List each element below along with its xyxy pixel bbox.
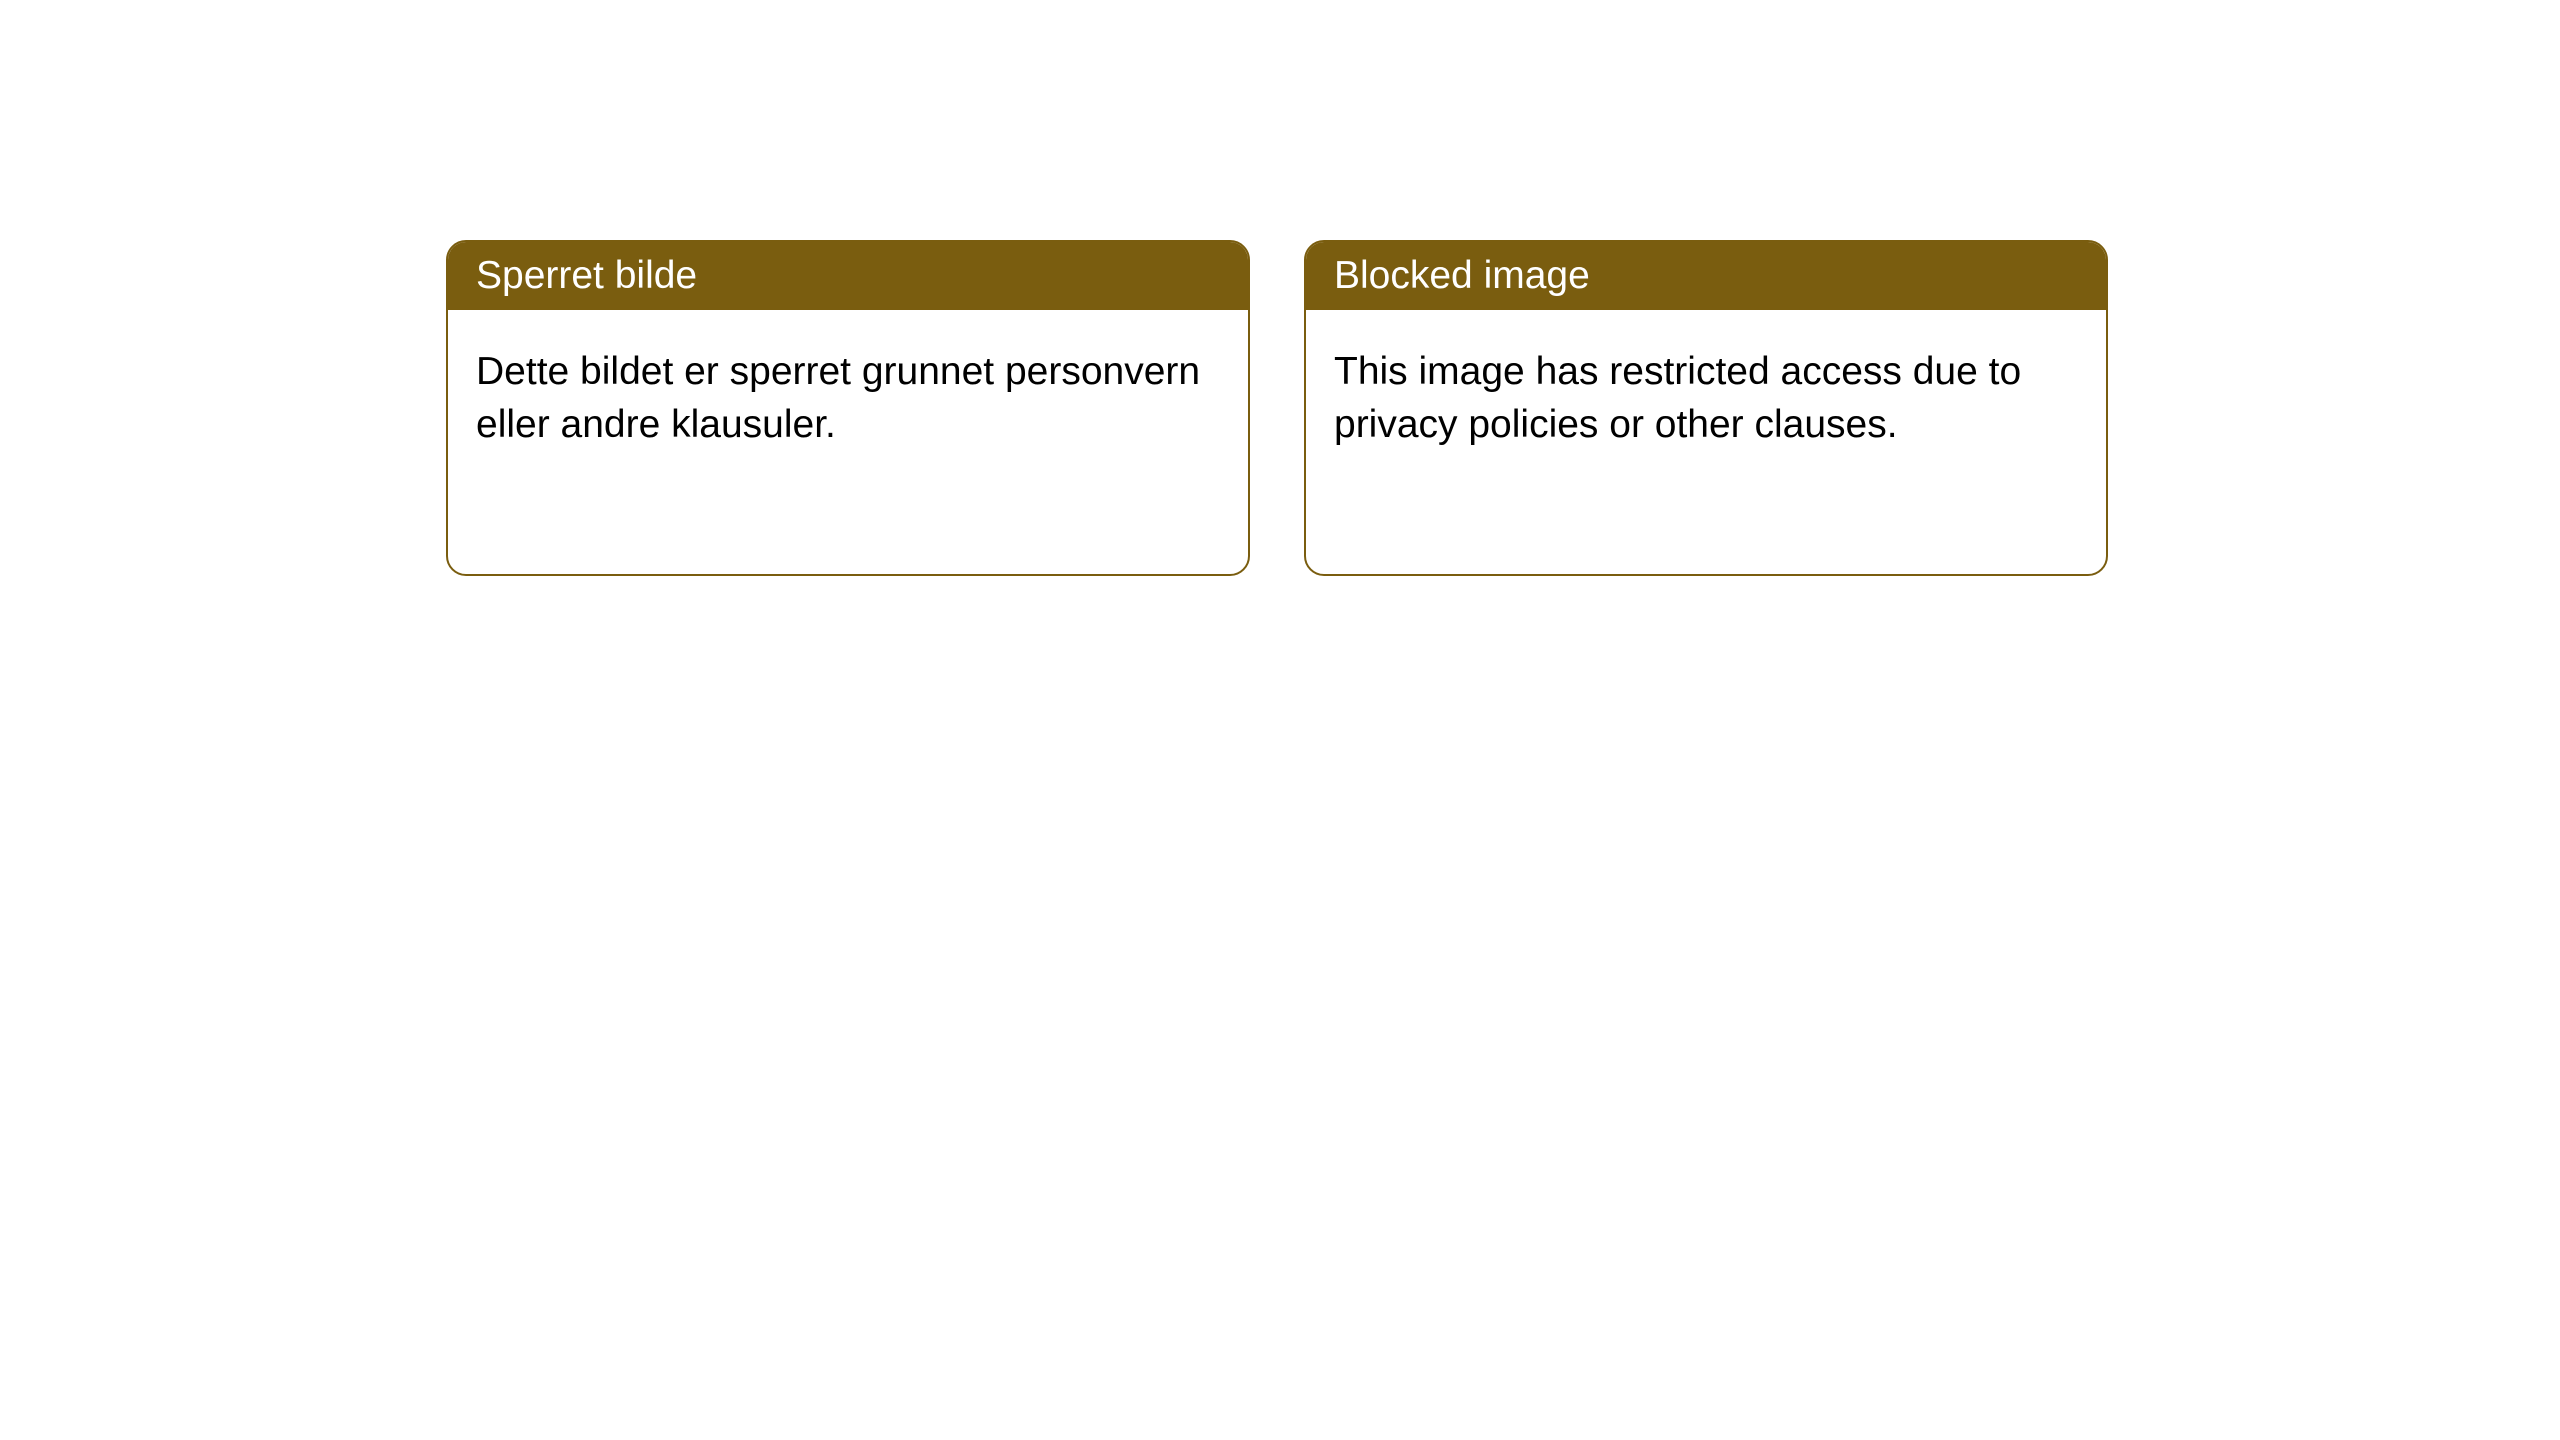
notice-body: This image has restricted access due to … (1306, 310, 2106, 487)
notice-card-norwegian: Sperret bilde Dette bildet er sperret gr… (446, 240, 1250, 576)
notice-header: Blocked image (1306, 242, 2106, 310)
notice-container: Sperret bilde Dette bildet er sperret gr… (0, 0, 2560, 576)
notice-title: Sperret bilde (476, 254, 697, 297)
notice-message: Dette bildet er sperret grunnet personve… (476, 350, 1200, 446)
notice-header: Sperret bilde (448, 242, 1248, 310)
notice-body: Dette bildet er sperret grunnet personve… (448, 310, 1248, 487)
notice-card-english: Blocked image This image has restricted … (1304, 240, 2108, 576)
notice-message: This image has restricted access due to … (1334, 350, 2021, 446)
notice-title: Blocked image (1334, 254, 1590, 297)
